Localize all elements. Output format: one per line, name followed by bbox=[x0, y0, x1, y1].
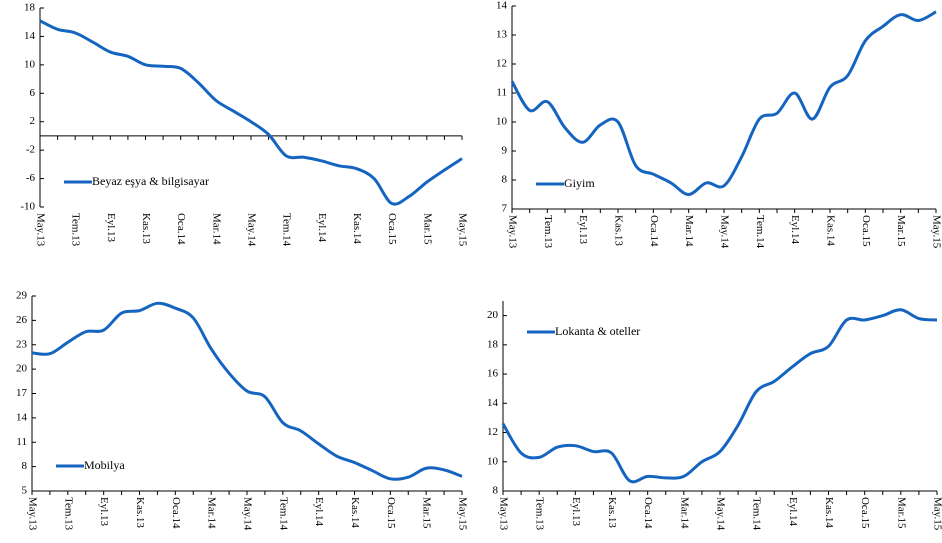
x-tick-label: May.14 bbox=[241, 497, 253, 531]
x-tick-label: May.13 bbox=[506, 215, 518, 249]
legend-label: Beyaz eşya & bilgisayar bbox=[92, 174, 209, 188]
x-tick-label: Oca.14 bbox=[175, 213, 187, 245]
x-tick-label: Oca.15 bbox=[386, 213, 398, 245]
y-tick-label: 18 bbox=[487, 338, 499, 350]
x-tick-label: Oca.14 bbox=[648, 215, 660, 247]
y-tick-label: 20 bbox=[487, 309, 499, 321]
x-tick-label: Tem.14 bbox=[281, 213, 293, 247]
x-tick-label: Kas.14 bbox=[349, 497, 361, 528]
x-tick-label: Kas.14 bbox=[823, 497, 835, 528]
x-tick-label: Kas.13 bbox=[134, 497, 146, 528]
line-chart: 5 8 11 14 17 20 23 26 29 May.13 Tem.13 Eyl.13 Kas.13… bbox=[16, 290, 468, 531]
y-tick-label: -10 bbox=[20, 201, 35, 213]
x-tick-label: Mar.14 bbox=[206, 497, 218, 529]
y-tick-label: 11 bbox=[16, 436, 27, 448]
y-tick-label: 14 bbox=[496, 0, 508, 12]
x-tick-label: Eyl.13 bbox=[98, 497, 110, 527]
y-tick-label: 2 bbox=[30, 115, 36, 127]
x-tick-label: Eyl.14 bbox=[789, 215, 801, 245]
y-tick-label: 17 bbox=[16, 387, 28, 399]
y-tick-label: 11 bbox=[496, 87, 507, 99]
x-tick-label: Tem.13 bbox=[62, 497, 74, 531]
legend-label: Mobilya bbox=[84, 458, 125, 472]
x-tick-label: Mar.14 bbox=[210, 213, 222, 245]
line-chart: 8 10 12 14 16 18 20 May.13 Tem.13 Eyl.13 Kas.13 Oca… bbox=[487, 301, 942, 531]
x-tick-label: May.15 bbox=[456, 497, 468, 531]
x-tick-label: May.15 bbox=[456, 213, 468, 247]
x-tick-label: Oca.15 bbox=[385, 497, 397, 529]
line-chart: -10 -6 -2 2 6 10 14 18 May.13 Tem.13 Eyl.13 Kas.13 O… bbox=[20, 2, 468, 247]
x-tick-label: Mar.15 bbox=[421, 213, 433, 245]
y-tick-label: 18 bbox=[24, 2, 36, 14]
y-tick-label: 8 bbox=[22, 460, 28, 472]
y-tick-label: 29 bbox=[16, 290, 28, 302]
x-tick-label: Kas.13 bbox=[140, 213, 152, 244]
x-tick-label: Kas.13 bbox=[612, 215, 624, 246]
x-tick-label: Eyl.14 bbox=[316, 213, 328, 243]
x-tick-label: May.13 bbox=[26, 497, 38, 531]
x-tick-label: Tem.13 bbox=[70, 213, 82, 247]
x-tick-label: Mar.15 bbox=[895, 497, 907, 529]
x-tick-label: Mar.15 bbox=[895, 215, 907, 247]
x-tick-label: Oca.15 bbox=[860, 215, 872, 247]
y-tick-label: 16 bbox=[487, 368, 499, 380]
x-tick-label: Eyl.13 bbox=[577, 215, 589, 245]
x-tick-label: Kas.14 bbox=[351, 213, 363, 244]
y-tick-label: 8 bbox=[502, 174, 508, 186]
x-tick-label: May.13 bbox=[497, 497, 509, 531]
x-tick-label: May.14 bbox=[718, 215, 730, 249]
data-line bbox=[31, 301, 463, 481]
y-tick-label: 12 bbox=[487, 426, 498, 438]
y-tick-label: 8 bbox=[493, 485, 499, 497]
data-line bbox=[510, 10, 937, 196]
x-tick-label: Eyl.13 bbox=[570, 497, 582, 527]
y-tick-label: 12 bbox=[496, 58, 507, 70]
x-tick-label: Tem.14 bbox=[277, 497, 289, 531]
x-tick-label: Tem.13 bbox=[534, 497, 546, 531]
data-line bbox=[39, 19, 463, 206]
x-tick-label: Kas.14 bbox=[824, 215, 836, 246]
x-tick-label: May.14 bbox=[245, 213, 257, 247]
y-tick-label: 7 bbox=[502, 203, 508, 215]
x-tick-label: Kas.13 bbox=[606, 497, 618, 528]
x-tick-label: Tem.13 bbox=[542, 215, 554, 249]
x-tick-label: Eyl.13 bbox=[105, 213, 117, 243]
y-tick-label: 20 bbox=[16, 363, 28, 375]
x-tick-label: Oca.15 bbox=[859, 497, 871, 529]
y-tick-label: 14 bbox=[16, 411, 28, 423]
x-tick-label: Mar.14 bbox=[678, 497, 690, 529]
y-tick-label: 14 bbox=[24, 30, 36, 42]
y-tick-label: 26 bbox=[16, 314, 28, 326]
x-tick-label: May.15 bbox=[931, 497, 942, 531]
y-tick-label: -2 bbox=[26, 144, 35, 156]
x-tick-label: Oca.14 bbox=[642, 497, 654, 529]
line-chart: 7 8 9 10 11 12 13 14 May.13 Tem.13 Eyl.13 Kas.13 Oca… bbox=[496, 0, 942, 249]
x-tick-label: Eyl.14 bbox=[313, 497, 325, 527]
x-tick-label: May.15 bbox=[930, 215, 942, 249]
y-tick-label: 14 bbox=[487, 397, 499, 409]
y-tick-label: 9 bbox=[502, 145, 508, 157]
x-tick-label: May.13 bbox=[34, 213, 46, 247]
x-tick-label: Mar.14 bbox=[683, 215, 695, 247]
x-tick-label: Tem.14 bbox=[754, 215, 766, 249]
y-tick-label: 10 bbox=[496, 116, 508, 128]
y-tick-label: -6 bbox=[26, 172, 36, 184]
x-tick-label: Tem.14 bbox=[751, 497, 763, 531]
y-tick-label: 10 bbox=[24, 58, 36, 70]
legend-label: Giyim bbox=[564, 176, 595, 190]
x-tick-label: May.14 bbox=[714, 497, 726, 531]
legend-label: Lokanta & oteller bbox=[555, 324, 640, 338]
y-tick-label: 13 bbox=[496, 29, 508, 41]
y-tick-label: 5 bbox=[22, 485, 28, 497]
x-tick-label: Mar.15 bbox=[421, 497, 433, 529]
y-tick-label: 10 bbox=[487, 455, 499, 467]
y-tick-label: 6 bbox=[30, 87, 36, 99]
x-tick-label: Oca.14 bbox=[170, 497, 182, 529]
data-line bbox=[501, 308, 938, 484]
x-tick-label: Eyl.14 bbox=[787, 497, 799, 527]
y-tick-label: 23 bbox=[16, 338, 28, 350]
